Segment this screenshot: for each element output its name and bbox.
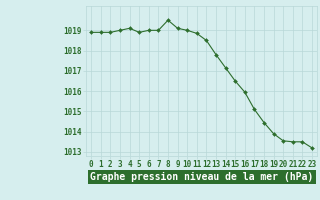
X-axis label: Graphe pression niveau de la mer (hPa): Graphe pression niveau de la mer (hPa) [90,172,313,182]
